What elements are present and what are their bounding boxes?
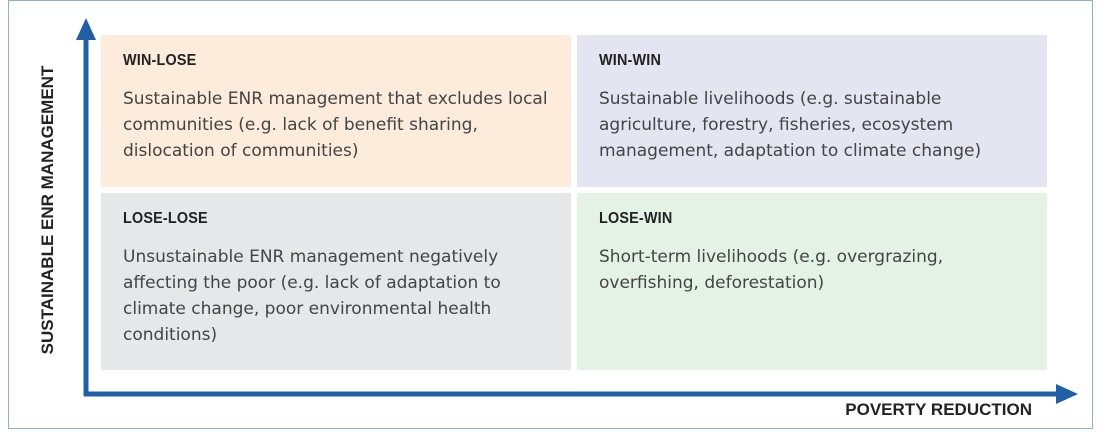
quadrant-text: Sustainable ENR management that excludes… <box>123 89 548 161</box>
y-axis-label: SUSTAINABLE ENR MANAGEMENT <box>38 65 57 355</box>
frame <box>8 0 1093 429</box>
quadrant-title: LOSE-WIN <box>599 210 673 227</box>
quadrant-title: LOSE-LOSE <box>123 210 208 227</box>
quadrant: WIN-WIN Sustainable livelihoods (e.g. su… <box>577 35 1047 187</box>
quadrant: WIN-LOSE Sustainable ENR management that… <box>101 35 571 187</box>
quadrant: LOSE-WIN Short-term livelihoods (e.g. ov… <box>577 193 1047 370</box>
y-arrowhead <box>76 18 96 40</box>
x-arrowhead <box>1056 384 1078 404</box>
quadrant-title: WIN-WIN <box>599 52 662 69</box>
quadrant-text: Unsustainable ENR management negatively … <box>123 247 501 345</box>
quadrant-text: Short-term livelihoods (e.g. overgrazing… <box>599 247 944 293</box>
quadrant-text: Sustainable livelihoods (e.g. sustainabl… <box>599 89 982 161</box>
quadrant: LOSE-LOSE Unsustainable ENR management n… <box>101 193 571 370</box>
x-axis-label: POVERTY REDUCTION <box>845 400 1032 419</box>
quadrant-title: WIN-LOSE <box>123 52 197 69</box>
